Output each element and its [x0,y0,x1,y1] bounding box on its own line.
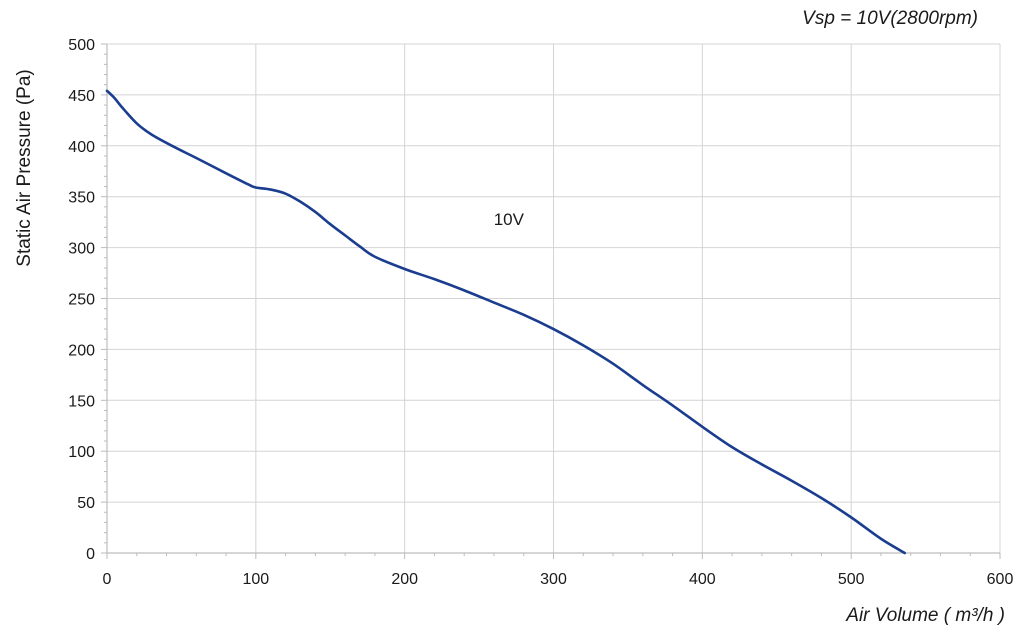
x-tick-label: 600 [987,571,1014,588]
x-tick-label: 500 [838,571,865,588]
y-tick-label: 50 [77,495,95,512]
y-tick-label: 250 [68,292,95,309]
chart-subtitle: Vsp = 10V(2800rpm) [802,8,978,29]
y-tick-label: 100 [68,444,95,461]
y-tick-label: 200 [68,342,95,359]
tick-labels: 0 50 100 150 200 250 300 350 400 450 500 0 100 200 300… [68,37,1013,588]
x-tick-label: 300 [540,571,567,588]
y-tick-label: 150 [68,393,95,410]
axes [101,43,1001,559]
x-tick-label: 0 [103,571,112,588]
x-tick-label: 200 [391,571,418,588]
series [105,89,907,555]
y-tick-label: 350 [68,190,95,207]
y-tick-label: 0 [86,546,95,563]
grid [106,43,1001,554]
x-axis-title: Air Volume ( m³/h ) [845,605,1005,626]
y-tick-label: 400 [68,139,95,156]
y-tick-label: 450 [68,88,95,105]
y-axis-title: Static Air Pressure (Pa) [14,69,35,266]
y-tick-label: 500 [68,37,95,54]
curve-label: 10V [494,210,525,229]
y-tick-label: 300 [68,241,95,258]
x-tick-label: 100 [242,571,269,588]
series-line [105,89,907,555]
x-tick-label: 400 [689,571,716,588]
